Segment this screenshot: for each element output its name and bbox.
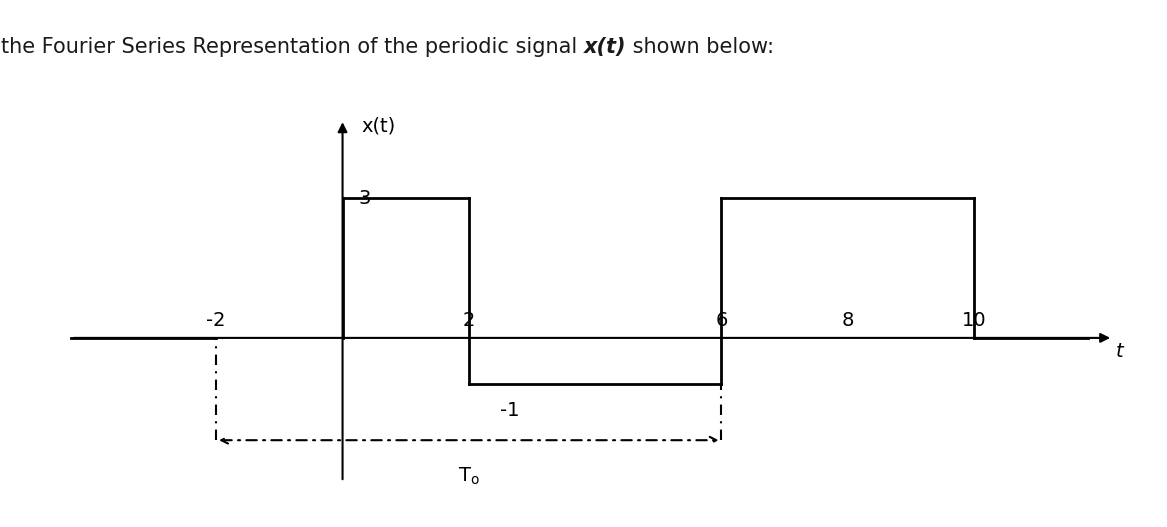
Text: 8: 8 <box>841 310 854 329</box>
Text: -1: -1 <box>501 401 520 419</box>
Text: 2: 2 <box>462 310 475 329</box>
Text: 3: 3 <box>358 189 371 208</box>
Text: x(t): x(t) <box>584 37 626 57</box>
Text: 6: 6 <box>715 310 728 329</box>
Text: -2: -2 <box>207 310 226 329</box>
Text: T$_\mathregular{o}$: T$_\mathregular{o}$ <box>457 466 480 487</box>
Text: x(t): x(t) <box>362 117 396 136</box>
Text: t: t <box>1116 341 1124 360</box>
Text: shown below:: shown below: <box>626 37 774 57</box>
Text: Calculate the Fourier Series Representation of the periodic signal: Calculate the Fourier Series Representat… <box>0 37 584 57</box>
Text: 10: 10 <box>962 310 986 329</box>
